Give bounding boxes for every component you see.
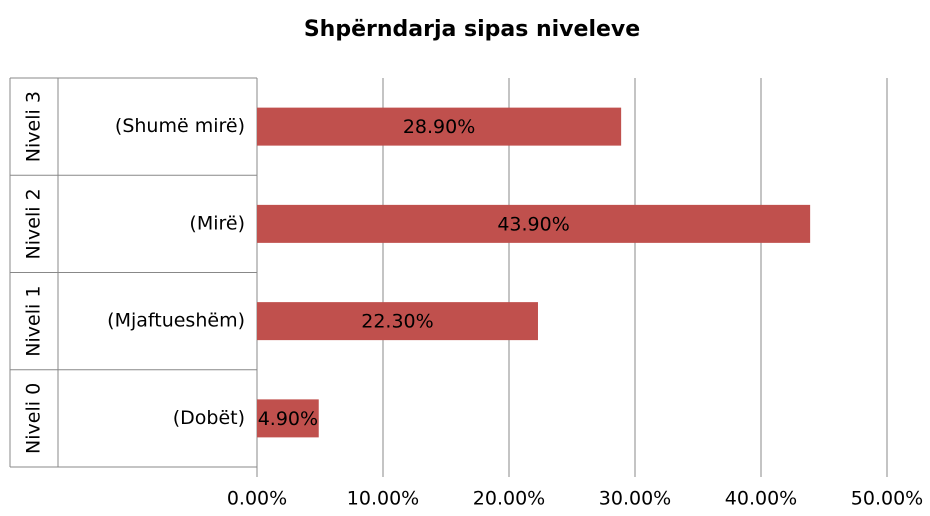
x-tick-label: 50.00% [851,488,923,510]
group-label: Niveli 1 [23,286,45,357]
x-tick-label: 20.00% [473,488,545,510]
group-label: Niveli 3 [23,91,45,162]
chart-title: Shpërndarja sipas niveleve [304,17,640,42]
x-tick-label: 40.00% [725,488,797,510]
data-label: 43.90% [497,213,569,235]
category-label: (Dobët) [173,407,245,429]
data-label: 22.30% [361,311,433,333]
x-tick-label: 30.00% [599,488,671,510]
bar [257,399,319,438]
bar [257,107,622,146]
group-label: Niveli 2 [23,188,45,259]
group-label: Niveli 0 [23,383,45,454]
bar [257,302,538,341]
bar [257,204,811,243]
data-label: 4.90% [258,408,318,430]
x-tick-label: 10.00% [347,488,419,510]
category-label: (Mirë) [189,212,245,234]
x-tick-label: 0.00% [227,488,287,510]
category-label: (Mjaftueshëm) [107,310,245,332]
data-label: 28.90% [403,116,475,138]
category-label: (Shumë mirë) [115,115,245,137]
